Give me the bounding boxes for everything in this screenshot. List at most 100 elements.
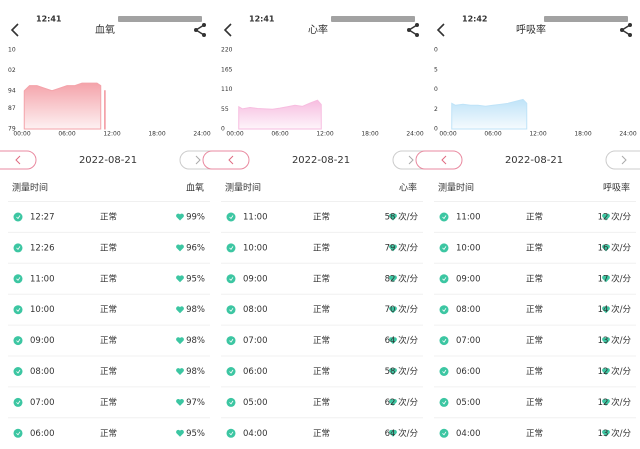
heart-icon — [176, 429, 184, 437]
record-status: 正常 — [526, 366, 543, 377]
record-value: 70 次/分 — [385, 304, 419, 315]
record-status: 正常 — [313, 212, 330, 223]
record-time: 07:00 — [30, 398, 55, 408]
y-tick-label: 94 — [8, 87, 16, 94]
heart-icon — [602, 275, 610, 283]
record-row: 09:00 正常 82 次/分 — [221, 262, 423, 284]
record-row: 07:00 正常 13 次/分 — [434, 324, 636, 346]
record-row: 06:00 正常 12 次/分 — [434, 355, 636, 377]
share-dot — [415, 33, 419, 37]
area-series — [23, 82, 106, 130]
record-row: 05:00 正常 62 次/分 — [221, 386, 423, 408]
dot-check — [16, 277, 21, 281]
status-dot — [226, 305, 236, 315]
dot-check — [229, 215, 234, 220]
y-tick-label: 0 — [434, 86, 438, 93]
record-value: 13 次/分 — [598, 335, 632, 346]
back-button[interactable] — [223, 23, 232, 37]
record-time: 12:26 — [30, 243, 55, 253]
status-dot — [13, 243, 23, 253]
y-tick-label: 02 — [8, 67, 16, 74]
x-tick-label: 18:00 — [361, 131, 378, 138]
dot-check — [229, 338, 234, 343]
back-button[interactable] — [436, 23, 445, 37]
heart-icon — [602, 429, 610, 437]
heart-icon — [389, 213, 397, 221]
share-button[interactable] — [620, 23, 632, 37]
share-dot — [628, 23, 632, 27]
next-day-button[interactable] — [605, 150, 640, 170]
status-dot — [226, 428, 236, 438]
dot-check — [229, 369, 234, 374]
x-tick-label: 12:00 — [103, 131, 120, 138]
status-dot — [439, 274, 449, 284]
area-series — [451, 98, 528, 130]
prev-day-button[interactable] — [0, 150, 37, 170]
record-status: 正常 — [313, 304, 330, 315]
record-status: 正常 — [526, 212, 543, 223]
dot-check — [229, 246, 234, 251]
x-tick-label: 00:00 — [13, 131, 30, 138]
record-row: 10:00 正常 16 次/分 — [434, 231, 636, 253]
heart-icon — [176, 244, 184, 252]
x-tick-label: 12:00 — [316, 131, 333, 138]
heart-icon — [602, 398, 610, 406]
heart-icon — [602, 244, 610, 252]
heart-icon — [389, 429, 397, 437]
record-value: 17 次/分 — [598, 273, 632, 284]
record-row: 09:00 正常 17 次/分 — [434, 262, 636, 284]
x-tick-label: 24:00 — [193, 131, 210, 138]
dot-check — [442, 277, 447, 281]
record-row: 08:00 正常 70 次/分 — [221, 293, 423, 315]
back-button[interactable] — [10, 23, 19, 37]
record-value: 98% — [186, 305, 205, 315]
column-header: 测量时间 — [438, 182, 474, 194]
record-time: 10:00 — [456, 243, 481, 253]
record-time: 08:00 — [30, 367, 55, 377]
record-value: 12 次/分 — [598, 212, 632, 223]
share-button[interactable] — [407, 23, 419, 37]
dot-check — [229, 277, 234, 281]
dot-check — [16, 338, 21, 343]
record-value: 95% — [186, 429, 205, 439]
heart-icon — [176, 275, 184, 283]
x-tick-label: 00:00 — [226, 131, 243, 138]
record-status: 正常 — [100, 397, 117, 408]
heart-icon — [602, 368, 610, 375]
x-tick-label: 00:00 — [439, 131, 456, 138]
record-row: 10:00 正常 98% — [8, 293, 210, 315]
prev-day-button[interactable] — [415, 150, 463, 170]
prev-arrow — [228, 155, 234, 165]
record-row: 06:00 正常 95% — [8, 417, 210, 439]
y-tick-label: 110 — [221, 86, 233, 93]
record-value: 64 次/分 — [385, 428, 419, 439]
date-label: 2022-08-21 — [292, 155, 350, 166]
record-time: 11:00 — [456, 213, 481, 223]
x-tick-label: 12:00 — [529, 131, 546, 138]
status-dot — [439, 243, 449, 253]
column-header: 血氧 — [186, 182, 204, 194]
x-tick-label: 06:00 — [271, 131, 288, 138]
record-time: 12:27 — [30, 213, 55, 223]
record-status: 正常 — [313, 242, 330, 253]
heart-icon — [176, 337, 184, 345]
prev-day-button[interactable] — [202, 150, 250, 170]
column-header: 测量时间 — [225, 182, 261, 194]
record-time: 08:00 — [243, 305, 268, 315]
record-time: 04:00 — [243, 429, 268, 439]
record-time: 05:00 — [243, 398, 268, 408]
y-tick-label: 10 — [8, 47, 16, 54]
record-status: 正常 — [313, 335, 330, 346]
column-header: 呼吸率 — [603, 182, 630, 194]
record-time: 08:00 — [456, 305, 481, 315]
share-button[interactable] — [194, 23, 206, 37]
record-row: 08:00 正常 98% — [8, 355, 210, 377]
record-status: 正常 — [526, 242, 543, 253]
y-tick-label: 2 — [434, 106, 438, 113]
record-time: 07:00 — [456, 336, 481, 346]
record-value: 82 次/分 — [385, 273, 419, 284]
status-icons — [544, 16, 628, 22]
